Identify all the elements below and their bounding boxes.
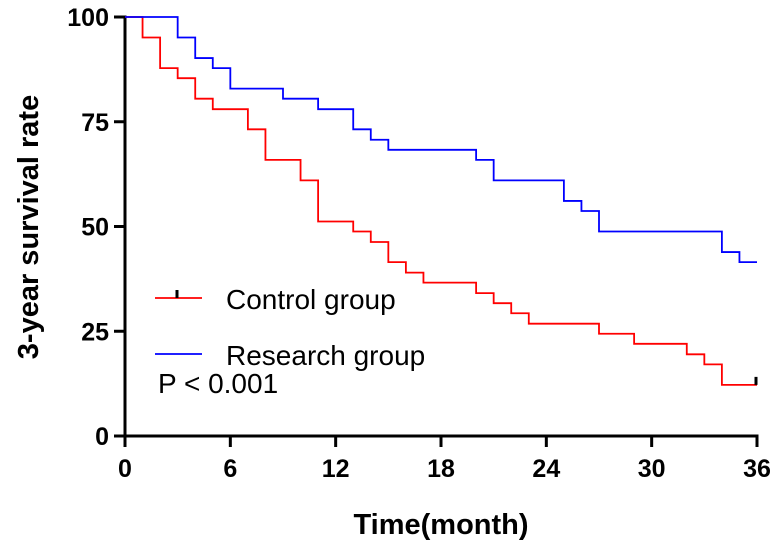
survival-curve-research-group <box>125 16 757 264</box>
axes: 0 6 12 18 24 30 36 0 25 50 75 100 <box>67 4 771 483</box>
y-axis-title: 3-year survival rate <box>13 95 45 359</box>
x-tick-label: 6 <box>223 455 237 483</box>
legend-label-control: Control group <box>226 284 396 315</box>
y-tick-label: 0 <box>95 423 109 451</box>
p-value-annotation: P < 0.001 <box>158 368 278 399</box>
x-tick-label: 24 <box>532 455 560 483</box>
x-tick-label: 30 <box>638 455 666 483</box>
y-tick-label: 25 <box>81 318 109 346</box>
x-tick-label: 12 <box>322 455 350 483</box>
y-tick-label: 75 <box>81 109 109 137</box>
x-tick-label: 36 <box>743 455 771 483</box>
x-tick-label: 0 <box>118 455 132 483</box>
x-axis-title: Time(month) <box>353 509 528 541</box>
y-tick-label: 100 <box>67 4 109 32</box>
legend-label-research: Research group <box>226 340 425 371</box>
y-tick-label: 50 <box>81 214 109 242</box>
x-tick-label: 18 <box>427 455 455 483</box>
series-layer <box>125 16 758 386</box>
survival-curve-control-group <box>125 16 757 386</box>
legend: Control group Research group <box>155 284 425 371</box>
